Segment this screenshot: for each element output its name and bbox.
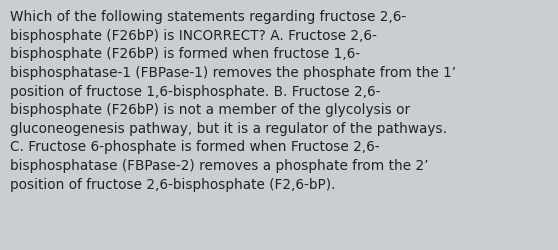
Text: Which of the following statements regarding fructose 2,6-
bisphosphate (F26bP) i: Which of the following statements regard… [10,10,456,191]
